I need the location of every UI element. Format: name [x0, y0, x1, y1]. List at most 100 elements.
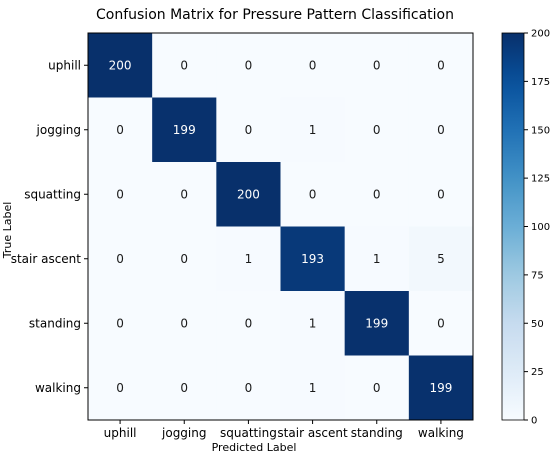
heatmap-cell [408, 291, 474, 356]
cell-value-label: 0 [180, 187, 188, 201]
heatmap-cell [280, 97, 346, 163]
x-tick-label: uphill [104, 426, 137, 440]
heatmap-cell [408, 355, 474, 421]
colorbar-axis: 0 25 50 75 100 125 150 175 200 [524, 29, 550, 427]
x-tick-label: jogging [161, 426, 206, 440]
heatmap-cell [408, 33, 474, 98]
heatmap-cell [88, 162, 153, 227]
heatmap-cell [280, 355, 346, 421]
colorbar-tick-label: 25 [531, 367, 544, 378]
cell-value-label: 0 [309, 58, 317, 72]
cell-value-label: 1 [245, 252, 253, 266]
cell-value-label: 1 [309, 316, 317, 330]
cell-value-label: 0 [116, 381, 124, 395]
heatmap-cell [408, 162, 474, 227]
heatmap-cell [344, 162, 410, 227]
cell-value-label: 0 [116, 316, 124, 330]
heatmap-cell [152, 355, 217, 421]
x-tick-label: standing [351, 426, 403, 440]
heatmap-cell [88, 355, 153, 421]
cell-value-label: 0 [180, 252, 188, 266]
heatmap-cells: 200 0 0 0 0 0 0 199 0 1 0 0 0 0 200 0 0 0 0 0 1 193 1 5 0 0 0 1 199 0… [88, 33, 474, 421]
cell-value-label: 0 [245, 123, 253, 137]
cell-value-label: 199 [365, 316, 388, 330]
x-tick-label: squatting [220, 426, 277, 440]
y-tick-label: uphill [48, 58, 81, 72]
heatmap-cell [216, 162, 281, 227]
cell-value-label: 199 [429, 381, 452, 395]
heatmap-cell [216, 33, 281, 98]
heatmap-cell [88, 226, 153, 292]
heatmap-cell [216, 226, 281, 292]
heatmap-cell [216, 97, 281, 163]
cell-value-label: 0 [373, 123, 381, 137]
colorbar-tick-label: 0 [531, 416, 537, 427]
heatmap-cell [344, 33, 410, 98]
colorbar [501, 32, 525, 421]
cell-value-label: 0 [116, 123, 124, 137]
colorbar-tick-label: 100 [531, 222, 550, 233]
colorbar-tick-label: 200 [531, 29, 550, 40]
y-axis: uphill jogging squatting stair ascent standi… [11, 58, 88, 395]
x-tick-label: stair ascent [277, 426, 348, 440]
cell-value-label: 0 [180, 58, 188, 72]
cell-value-label: 0 [437, 123, 445, 137]
heatmap-cell [152, 226, 217, 292]
plot-frame [87, 32, 474, 421]
cell-value-label: 0 [180, 316, 188, 330]
y-axis-label: True Label [1, 202, 14, 260]
cell-value-label: 1 [309, 381, 317, 395]
x-tick-label: walking [418, 426, 464, 440]
heatmap-cell [216, 291, 281, 356]
heatmap-cell [344, 97, 410, 163]
cell-value-label: 1 [373, 252, 381, 266]
cell-value-label: 0 [245, 316, 253, 330]
chart-title: Confusion Matrix for Pressure Pattern Cl… [96, 7, 454, 23]
cell-value-label: 0 [245, 381, 253, 395]
cell-value-label: 199 [173, 123, 196, 137]
heatmap-cell [152, 33, 217, 98]
cell-value-label: 0 [373, 381, 381, 395]
heatmap-cell [280, 33, 346, 98]
cell-value-label: 193 [301, 252, 324, 266]
y-tick-label: jogging [36, 123, 81, 137]
heatmap-cell [152, 162, 217, 227]
colorbar-tick-label: 175 [531, 77, 550, 88]
heatmap-cell [344, 355, 410, 421]
heatmap-cell [408, 97, 474, 163]
cell-value-label: 0 [116, 187, 124, 201]
y-tick-label: stair ascent [11, 252, 82, 266]
heatmap-cell [152, 291, 217, 356]
heatmap-cell [408, 226, 474, 292]
cell-value-label: 0 [437, 316, 445, 330]
colorbar-tick-label: 125 [531, 174, 550, 185]
cell-value-label: 0 [309, 187, 317, 201]
cell-value-label: 0 [245, 58, 253, 72]
heatmap-cell [280, 226, 346, 292]
heatmap-cell [216, 355, 281, 421]
heatmap-cell [344, 226, 410, 292]
y-tick-label: walking [35, 381, 81, 395]
heatmap-cell [152, 97, 217, 163]
cell-value-label: 5 [437, 252, 445, 266]
heatmap-cell [280, 291, 346, 356]
cell-value-label: 200 [237, 187, 260, 201]
x-axis: uphill jogging squatting stair ascent standi… [104, 420, 464, 440]
cell-value-label: 0 [116, 252, 124, 266]
colorbar-tick-label: 150 [531, 125, 550, 136]
cell-value-label: 0 [180, 381, 188, 395]
colorbar-tick-label: 50 [531, 319, 544, 330]
heatmap-cell [280, 162, 346, 227]
cell-value-label: 0 [373, 58, 381, 72]
y-tick-label: standing [29, 316, 81, 330]
colorbar-tick-label: 75 [531, 270, 544, 281]
cell-value-label: 1 [309, 123, 317, 137]
y-tick-label: squatting [24, 187, 81, 201]
cell-value-label: 0 [373, 187, 381, 201]
cell-value-label: 200 [109, 58, 132, 72]
heatmap-cell [344, 291, 410, 356]
x-axis-label: Predicted Label [212, 441, 297, 454]
cell-value-label: 0 [437, 187, 445, 201]
heatmap-cell [88, 33, 153, 98]
